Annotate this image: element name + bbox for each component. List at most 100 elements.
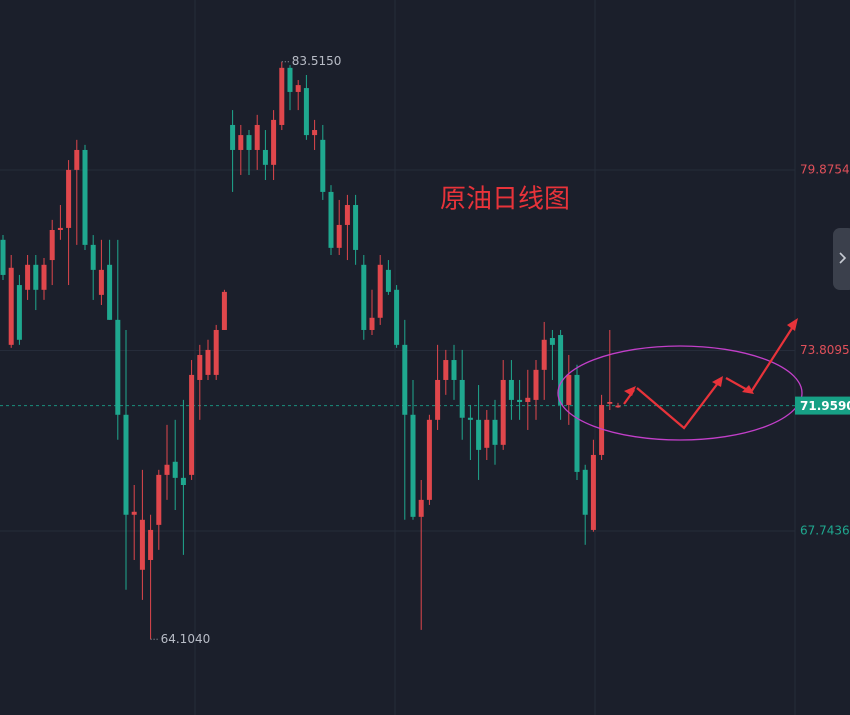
candle-body bbox=[476, 419, 482, 450]
candle-body bbox=[418, 499, 424, 517]
candle-body bbox=[361, 264, 367, 330]
candle-body bbox=[8, 267, 14, 345]
candle-body bbox=[49, 230, 55, 261]
candle-body bbox=[385, 269, 391, 292]
candle-body bbox=[123, 414, 129, 515]
candle-body bbox=[508, 379, 514, 400]
candle-body bbox=[541, 339, 547, 370]
chart-title: 原油日线图 bbox=[440, 185, 570, 215]
candle-body bbox=[320, 139, 326, 192]
candle-body bbox=[607, 401, 613, 404]
candle-body bbox=[549, 338, 555, 345]
candle-body bbox=[98, 269, 104, 295]
candle-body bbox=[336, 224, 342, 248]
candle-body bbox=[451, 360, 457, 380]
candle-body bbox=[402, 344, 408, 415]
candle-body bbox=[205, 349, 211, 375]
candle-body bbox=[131, 511, 137, 515]
candle-body bbox=[41, 264, 47, 290]
candle-body bbox=[525, 397, 531, 402]
candle-body bbox=[230, 124, 236, 150]
arrow-head bbox=[712, 376, 723, 387]
candle-body bbox=[189, 374, 195, 475]
candle-body bbox=[156, 474, 162, 525]
candle-body bbox=[82, 149, 88, 245]
low-label: 64.1040 bbox=[161, 632, 211, 646]
candle-body bbox=[459, 379, 465, 418]
candle-body bbox=[377, 264, 383, 318]
candle-body bbox=[180, 477, 186, 485]
arrow-heads bbox=[624, 318, 798, 396]
side-button-bg[interactable] bbox=[833, 228, 850, 290]
candle-body bbox=[246, 135, 252, 150]
candle-body bbox=[615, 405, 621, 408]
candle-body bbox=[164, 464, 170, 475]
candle-body bbox=[139, 519, 145, 570]
candle-body bbox=[369, 317, 375, 330]
candle-body bbox=[344, 205, 350, 225]
overlay: 原油日线图 bbox=[440, 185, 803, 441]
candle-body bbox=[33, 264, 39, 290]
candle-body bbox=[500, 379, 506, 445]
candle-body bbox=[66, 169, 72, 228]
candle-body bbox=[262, 149, 268, 165]
candle-body bbox=[303, 88, 309, 136]
candle-body bbox=[148, 529, 154, 560]
y-tick-label: 73.8095 bbox=[800, 343, 850, 357]
candle-body bbox=[90, 244, 96, 270]
candle-body bbox=[492, 419, 498, 445]
arrow-head bbox=[787, 318, 798, 331]
candle-body bbox=[25, 264, 31, 290]
candle-body bbox=[353, 205, 359, 250]
candle-body bbox=[435, 379, 441, 420]
candle-body bbox=[533, 369, 539, 400]
arrow-head bbox=[742, 385, 754, 394]
y-tick-label: 67.7436 bbox=[800, 524, 850, 538]
candle-body bbox=[213, 329, 219, 375]
candle-body bbox=[57, 227, 63, 231]
high-label: 83.5150 bbox=[292, 54, 342, 68]
side-button[interactable] bbox=[833, 228, 850, 290]
y-tick-label: 79.8754 bbox=[800, 163, 850, 177]
arrow-head bbox=[624, 386, 636, 396]
vertical-grid bbox=[194, 0, 796, 715]
candle-body bbox=[467, 417, 473, 420]
candle-body bbox=[287, 67, 293, 92]
candle-body bbox=[574, 374, 580, 472]
candle-body bbox=[279, 67, 285, 125]
candle-body bbox=[238, 135, 244, 150]
candle-body bbox=[426, 419, 432, 500]
candle-body bbox=[312, 130, 318, 136]
candle-body bbox=[517, 399, 523, 402]
candle-body bbox=[115, 319, 121, 415]
candle-body bbox=[271, 119, 277, 165]
candle-body bbox=[0, 239, 6, 275]
candle-body bbox=[254, 124, 260, 150]
candle-body bbox=[74, 149, 80, 170]
candle-body bbox=[328, 191, 334, 248]
arrow bbox=[636, 378, 722, 430]
chevron-icon[interactable] bbox=[839, 252, 847, 264]
grid: 67.7436 73.8095 79.8754 bbox=[0, 163, 850, 538]
last-price-tag bbox=[795, 396, 850, 415]
candle-body bbox=[16, 285, 22, 340]
candle-body bbox=[221, 291, 227, 330]
candles: 83.5150 64.1040 bbox=[0, 54, 621, 646]
highlight-ellipse bbox=[557, 345, 803, 441]
candle-body bbox=[566, 374, 572, 405]
candle-body bbox=[599, 404, 605, 455]
candle-body bbox=[394, 289, 400, 345]
candle-body bbox=[443, 360, 449, 380]
candle-body bbox=[107, 264, 113, 320]
candle-body bbox=[172, 461, 178, 478]
candle-body bbox=[484, 419, 490, 448]
candle-body bbox=[197, 354, 203, 380]
candle-body bbox=[410, 414, 416, 517]
candle-body bbox=[582, 469, 588, 515]
candle-body bbox=[558, 335, 564, 405]
candle-body bbox=[590, 454, 596, 530]
candle-body bbox=[295, 85, 301, 92]
